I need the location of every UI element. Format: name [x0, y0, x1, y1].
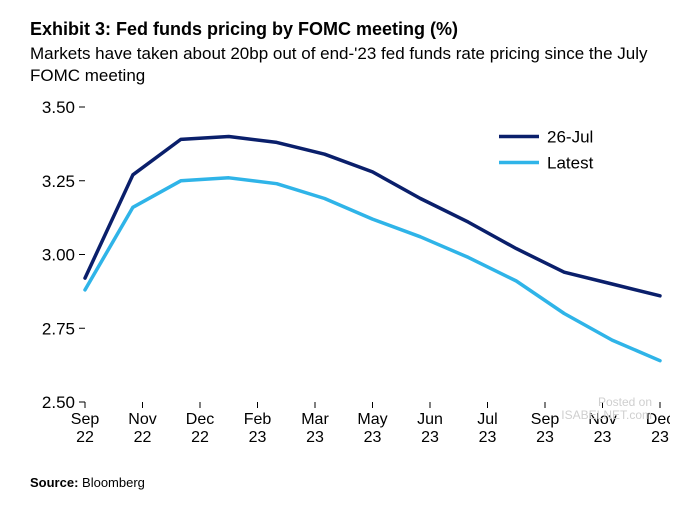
- x-tick-label: 22: [134, 429, 152, 446]
- x-tick-label: 23: [364, 429, 382, 446]
- x-tick-label: May: [357, 411, 387, 428]
- y-tick-label: 3.25: [42, 171, 75, 190]
- x-tick-label: Sep: [531, 411, 560, 428]
- legend-label: 26-Jul: [547, 127, 593, 146]
- x-tick-label: 23: [594, 429, 612, 446]
- x-tick-label: Feb: [244, 411, 272, 428]
- x-tick-label: Sep: [71, 411, 100, 428]
- x-tick-label: 23: [651, 429, 669, 446]
- x-tick-label: Mar: [301, 411, 329, 428]
- y-tick-label: 3.50: [42, 98, 75, 117]
- x-tick-label: Dec: [186, 411, 214, 428]
- legend-label: Latest: [547, 153, 594, 172]
- x-tick-label: Nov: [588, 411, 616, 428]
- chart-area: 2.502.753.003.253.50Sep22Nov22Dec22Feb23…: [30, 97, 670, 457]
- chart-title: Exhibit 3: Fed funds pricing by FOMC mee…: [30, 18, 670, 41]
- x-tick-label: 23: [421, 429, 439, 446]
- x-tick-label: 23: [479, 429, 497, 446]
- line-chart-svg: 2.502.753.003.253.50Sep22Nov22Dec22Feb23…: [30, 97, 670, 457]
- x-tick-label: Jun: [417, 411, 443, 428]
- y-tick-label: 3.00: [42, 245, 75, 264]
- x-tick-label: 23: [536, 429, 554, 446]
- x-tick-label: Jul: [477, 411, 497, 428]
- x-tick-label: 23: [249, 429, 267, 446]
- x-tick-label: 22: [191, 429, 209, 446]
- source-value-text: Bloomberg: [82, 475, 145, 490]
- x-tick-label: Nov: [128, 411, 156, 428]
- series-line: [85, 177, 660, 360]
- y-tick-label: 2.75: [42, 319, 75, 338]
- x-tick-label: 23: [306, 429, 324, 446]
- source-label: Source:: [30, 475, 78, 490]
- y-tick-label: 2.50: [42, 393, 75, 412]
- x-tick-label: Dec: [646, 411, 670, 428]
- chart-subtitle: Markets have taken about 20bp out of end…: [30, 43, 670, 87]
- x-tick-label: 22: [76, 429, 94, 446]
- source-line: Source: Bloomberg: [30, 475, 670, 490]
